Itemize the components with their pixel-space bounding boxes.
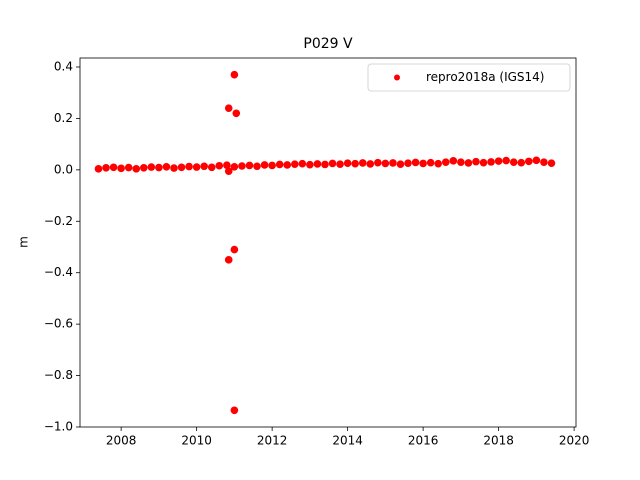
y-axis-label: m — [17, 236, 31, 248]
point — [232, 109, 241, 118]
point — [487, 158, 495, 166]
legend-label: repro2018a (IGS14) — [426, 70, 544, 84]
x-tick-label: 2014 — [332, 434, 363, 448]
point — [223, 161, 231, 170]
point — [215, 161, 224, 170]
point — [139, 164, 148, 172]
point — [124, 163, 133, 172]
plot-frame — [79, 57, 577, 428]
point — [290, 160, 299, 168]
point — [313, 160, 322, 168]
point — [328, 159, 337, 168]
y-tick-label: 0.2 — [54, 111, 73, 125]
point — [396, 160, 405, 168]
point — [434, 159, 443, 168]
point — [230, 162, 239, 171]
point — [351, 159, 359, 168]
legend-box — [367, 63, 571, 92]
point — [155, 163, 163, 172]
point — [185, 162, 193, 171]
point — [464, 159, 473, 167]
point — [517, 158, 526, 167]
point — [547, 159, 556, 167]
point — [343, 159, 352, 167]
point — [479, 158, 488, 167]
point — [117, 164, 125, 173]
point — [260, 161, 269, 169]
point — [283, 161, 292, 169]
point — [494, 157, 503, 165]
chart-title: P029 V — [303, 36, 353, 52]
y-tick-label: −0.2 — [44, 214, 73, 228]
point — [200, 162, 208, 171]
point — [441, 158, 450, 166]
point — [381, 159, 390, 168]
point — [525, 157, 533, 166]
point — [336, 160, 344, 168]
point — [147, 163, 156, 171]
point — [366, 160, 375, 168]
point — [389, 159, 397, 167]
point — [449, 157, 458, 165]
y-tick-label: −1.0 — [44, 420, 73, 434]
x-tick-label: 2016 — [408, 434, 439, 448]
point — [192, 163, 201, 171]
point — [374, 158, 382, 167]
y-tick-label: 0.0 — [54, 162, 73, 176]
point — [224, 104, 233, 112]
point — [419, 159, 427, 168]
point — [532, 156, 541, 165]
point — [102, 164, 110, 172]
y-tick-label: 0.4 — [54, 60, 73, 74]
point — [306, 160, 314, 169]
y-tick-label: −0.6 — [44, 317, 73, 331]
point — [230, 245, 239, 254]
point — [238, 162, 246, 170]
point — [502, 156, 510, 165]
point — [457, 158, 465, 166]
point — [109, 163, 118, 172]
point — [268, 161, 276, 170]
point — [321, 160, 329, 169]
y-tick-label: −0.4 — [44, 265, 73, 279]
point — [230, 70, 239, 79]
point — [170, 164, 178, 172]
point — [298, 159, 307, 168]
point — [509, 158, 518, 166]
point — [224, 167, 233, 175]
x-tick-label: 2008 — [106, 434, 137, 448]
point — [275, 160, 284, 169]
point — [358, 159, 367, 167]
point — [540, 158, 548, 166]
y-tick-label: −0.8 — [44, 368, 73, 382]
point — [253, 162, 261, 171]
point — [426, 158, 435, 167]
point — [404, 159, 412, 167]
point — [245, 161, 254, 170]
x-tick-label: 2012 — [257, 434, 288, 448]
point — [162, 162, 171, 171]
legend-marker — [394, 74, 400, 81]
x-tick-label: 2018 — [483, 434, 514, 448]
x-tick-label: 2010 — [181, 434, 212, 448]
point — [411, 158, 420, 167]
point — [230, 406, 239, 415]
point — [132, 165, 141, 173]
point — [224, 256, 233, 264]
x-tick-label: 2020 — [559, 434, 590, 448]
point — [177, 163, 186, 172]
point — [94, 165, 103, 173]
point — [207, 163, 216, 172]
point — [472, 157, 480, 166]
